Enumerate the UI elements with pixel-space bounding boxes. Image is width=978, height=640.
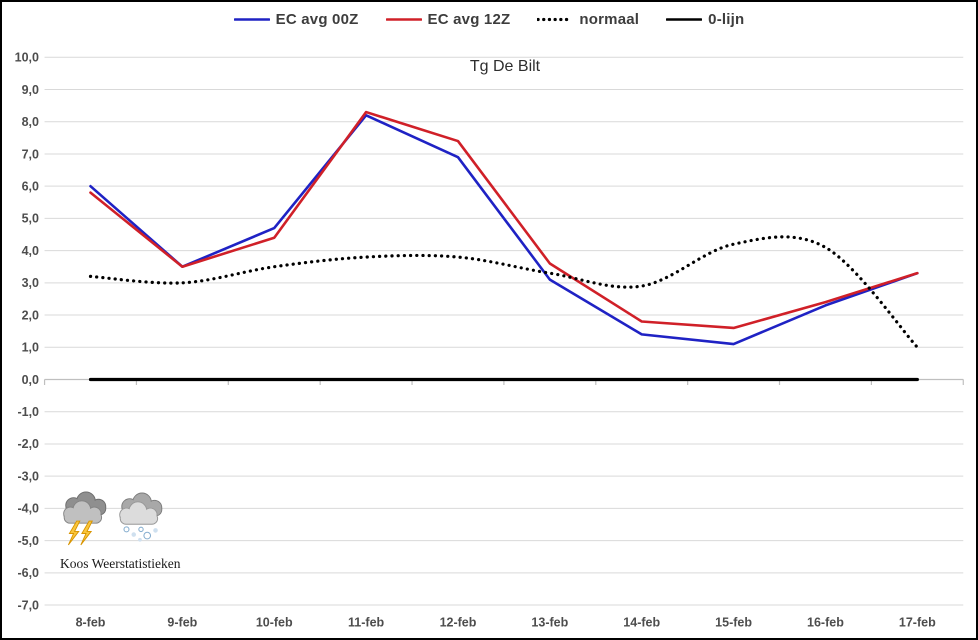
svg-text:5,0: 5,0 bbox=[22, 212, 39, 226]
snowflakes bbox=[123, 526, 158, 542]
credit-text: Koos Weerstatistieken bbox=[60, 556, 181, 571]
series-line-ec-avg-12z bbox=[89, 110, 919, 330]
series-line-ec-avg-00z bbox=[89, 114, 919, 346]
svg-text:8-feb: 8-feb bbox=[76, 616, 106, 630]
x-axis-labels: 8-feb 9-feb 10-feb 11-feb 12-feb 13-feb 14-feb… bbox=[76, 616, 937, 630]
svg-text:4,0: 4,0 bbox=[22, 244, 39, 258]
lightning-bolt bbox=[80, 520, 93, 546]
svg-text:14-feb: 14-feb bbox=[623, 616, 660, 630]
svg-text:16-feb: 16-feb bbox=[807, 616, 844, 630]
svg-text:-7,0: -7,0 bbox=[17, 598, 39, 612]
svg-text:11-feb: 11-feb bbox=[348, 616, 384, 630]
svg-text:15-feb: 15-feb bbox=[715, 616, 752, 630]
legend-swatch-0-lijn bbox=[666, 18, 703, 21]
legend-item-0-lijn: 0-lijn bbox=[666, 11, 744, 28]
svg-text:-4,0: -4,0 bbox=[17, 502, 39, 516]
svg-text:7,0: 7,0 bbox=[22, 147, 39, 161]
thunderstorm-icon bbox=[63, 491, 107, 546]
svg-text:9-feb: 9-feb bbox=[167, 616, 197, 630]
weather-icons bbox=[60, 491, 181, 547]
svg-text:13-feb: 13-feb bbox=[531, 616, 568, 630]
legend-label: EC avg 12Z bbox=[427, 11, 511, 28]
chart-title: Tg De Bilt bbox=[469, 58, 541, 75]
legend-label: EC avg 00Z bbox=[275, 11, 359, 28]
svg-text:12-feb: 12-feb bbox=[440, 616, 477, 630]
svg-text:9,0: 9,0 bbox=[22, 83, 39, 97]
svg-text:10-feb: 10-feb bbox=[256, 616, 293, 630]
svg-text:-3,0: -3,0 bbox=[17, 469, 39, 483]
svg-text:6,0: 6,0 bbox=[22, 179, 39, 193]
legend-label: normaal bbox=[579, 11, 640, 28]
svg-text:-2,0: -2,0 bbox=[17, 437, 39, 451]
chart-legend: EC avg 00Z EC avg 12Z normaal 0-lijn bbox=[2, 11, 976, 28]
legend-swatch-ec-avg-12z bbox=[385, 18, 422, 21]
legend-item-ec-avg-12z: EC avg 12Z bbox=[385, 11, 511, 28]
legend-swatch-ec-avg-00z bbox=[233, 18, 270, 21]
svg-text:10,0: 10,0 bbox=[15, 51, 39, 65]
y-axis-labels: 10,0 9,0 8,0 7,0 6,0 5,0 4,0 3,0 2,0 1,0 0,0 -1,0 -2… bbox=[15, 51, 39, 613]
legend-label: 0-lijn bbox=[708, 11, 745, 28]
lightning-bolt bbox=[67, 520, 81, 546]
legend-item-normaal: normaal bbox=[537, 11, 639, 28]
legend-swatch-normaal bbox=[537, 17, 574, 22]
legend-item-ec-avg-00z: EC avg 00Z bbox=[233, 11, 359, 28]
branding: Koos Weerstatistieken bbox=[60, 491, 181, 572]
svg-text:2,0: 2,0 bbox=[22, 308, 39, 322]
y-gridlines bbox=[44, 56, 964, 606]
svg-text:1,0: 1,0 bbox=[22, 341, 39, 355]
svg-text:-5,0: -5,0 bbox=[17, 534, 39, 548]
svg-text:-1,0: -1,0 bbox=[17, 405, 39, 419]
series-line-normaal bbox=[88, 235, 919, 349]
snow-cloud-icon bbox=[119, 492, 163, 542]
svg-text:8,0: 8,0 bbox=[22, 115, 39, 129]
svg-text:-6,0: -6,0 bbox=[17, 566, 39, 580]
svg-text:0,0: 0,0 bbox=[22, 373, 39, 387]
svg-text:3,0: 3,0 bbox=[22, 276, 39, 290]
svg-text:17-feb: 17-feb bbox=[899, 616, 936, 630]
